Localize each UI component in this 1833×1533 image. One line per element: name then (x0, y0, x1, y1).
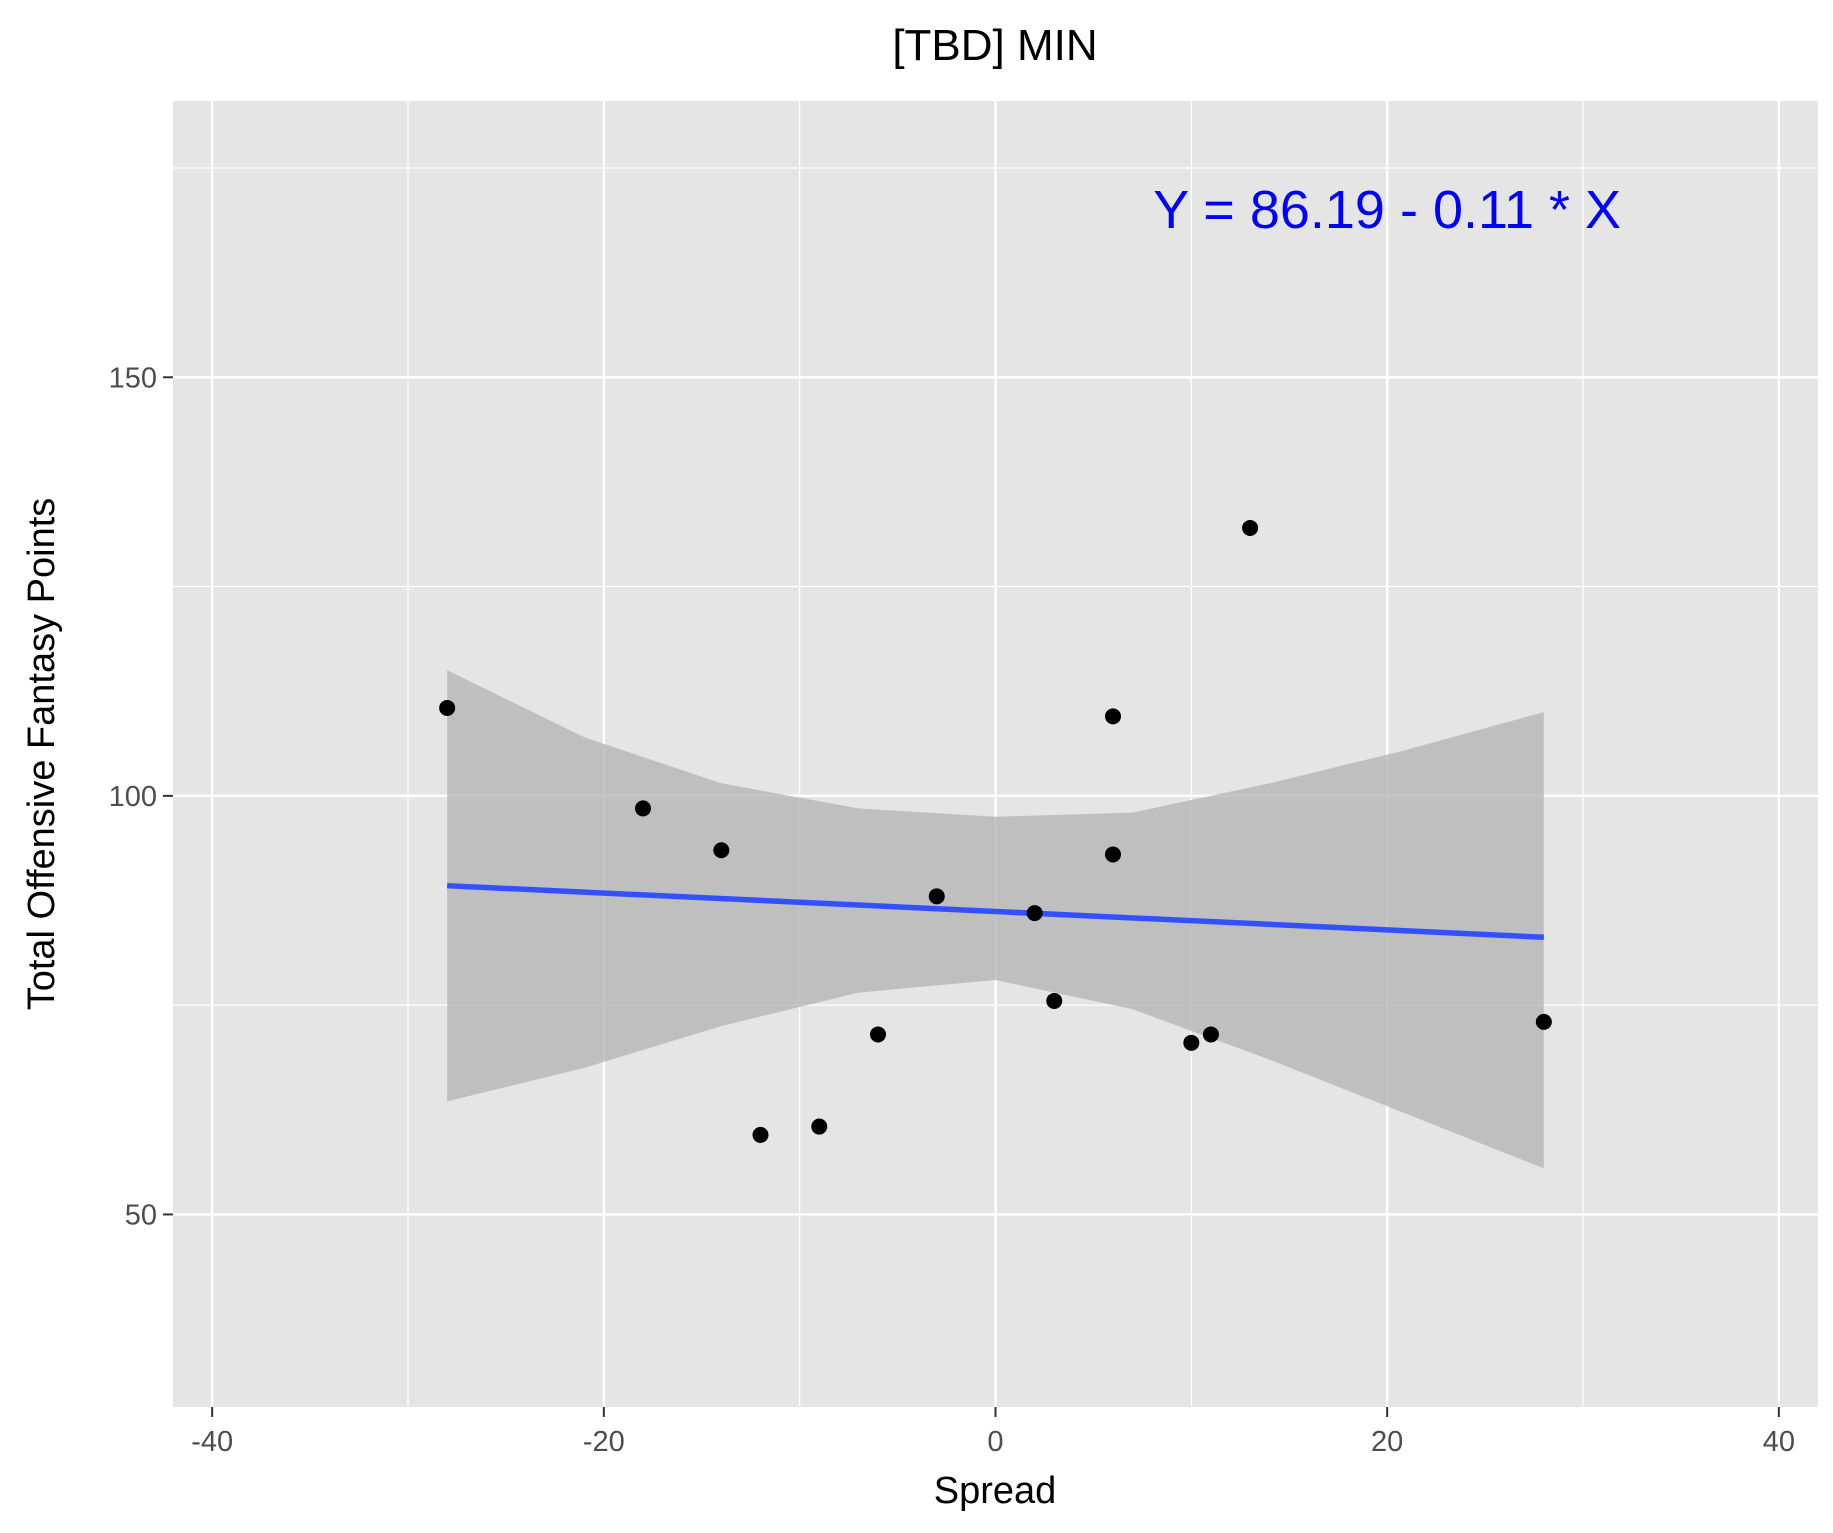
data-point (752, 1126, 769, 1143)
x-tick-label: 0 (987, 1426, 1003, 1458)
y-axis-tick-labels: 50 100 150 (109, 362, 157, 1231)
x-tick-label: 40 (1763, 1426, 1795, 1458)
data-point (635, 800, 651, 817)
regression-line (447, 882, 1544, 941)
data-point (811, 1118, 828, 1135)
x-axis-title: Spread (934, 1470, 1057, 1512)
data-point (928, 888, 945, 905)
x-tick-label: -40 (191, 1426, 233, 1458)
regression-equation: Y = 86.19 - 0.11 * X (1153, 180, 1621, 240)
data-point (1183, 1034, 1200, 1051)
data-point (1046, 992, 1063, 1009)
y-tick-label: 50 (125, 1199, 157, 1231)
data-points (439, 519, 1552, 1143)
x-tick-label: -20 (583, 1426, 625, 1458)
y-tick-label: 150 (109, 362, 157, 394)
x-tick-label: 20 (1371, 1426, 1403, 1458)
confidence-band (447, 670, 1544, 1169)
data-point (1105, 846, 1121, 863)
data-point (1242, 519, 1259, 536)
y-axis-title: Total Offensive Fantasy Points (21, 498, 63, 1011)
data-point (1026, 905, 1043, 922)
y-tick-label: 100 (109, 781, 157, 813)
data-point (1202, 1026, 1219, 1043)
x-axis-tick-labels: -40 -20 0 20 40 (191, 1426, 1795, 1458)
data-point (870, 1026, 886, 1043)
chart-title: [TBD] MIN (892, 21, 1097, 70)
data-point (1105, 708, 1121, 725)
data-point (439, 699, 456, 716)
data-point (713, 842, 730, 859)
axis-ticks (163, 376, 1780, 1417)
data-point (1535, 1013, 1552, 1030)
